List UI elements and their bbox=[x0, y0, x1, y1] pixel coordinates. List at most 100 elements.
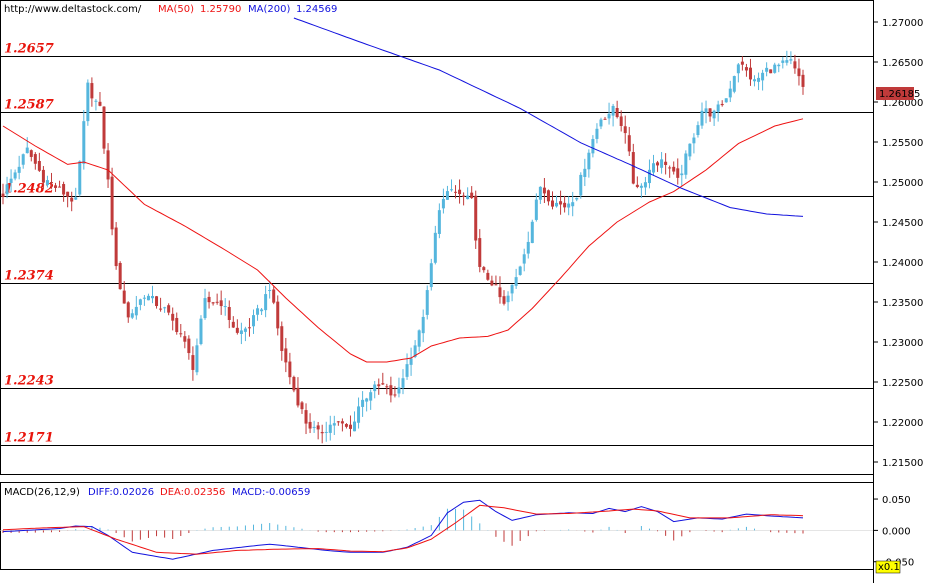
candle-body bbox=[692, 137, 696, 144]
candle-body bbox=[215, 301, 219, 303]
candle-body bbox=[656, 162, 660, 166]
candle-body bbox=[393, 394, 397, 396]
candle-body bbox=[785, 60, 789, 63]
candle-body bbox=[611, 105, 615, 116]
candle-body bbox=[538, 186, 542, 200]
candle-body bbox=[33, 154, 37, 164]
candle-body bbox=[571, 202, 575, 207]
price-tick-label: 1.26000 bbox=[882, 98, 923, 109]
candle-body bbox=[276, 301, 280, 329]
candle-body bbox=[575, 197, 579, 200]
candle-body bbox=[9, 178, 13, 183]
candle-body bbox=[740, 61, 744, 65]
candle-body bbox=[676, 168, 680, 178]
candle-body bbox=[425, 290, 429, 315]
candle-body bbox=[340, 421, 344, 424]
candle-body bbox=[304, 410, 308, 424]
candle-body bbox=[555, 202, 559, 207]
ma200-label: MA(200) bbox=[248, 4, 290, 15]
candle-body bbox=[587, 152, 591, 170]
candle-body bbox=[429, 263, 433, 288]
candle-body bbox=[748, 67, 752, 80]
candle-body bbox=[563, 202, 567, 208]
candle-body bbox=[66, 191, 70, 197]
price-panel-frame bbox=[0, 0, 874, 475]
candle-body bbox=[389, 385, 393, 396]
candle-body bbox=[627, 135, 631, 152]
candle-body bbox=[700, 110, 704, 126]
candle-body bbox=[203, 298, 207, 319]
candle-body bbox=[373, 384, 377, 392]
candle-body bbox=[579, 174, 583, 196]
candle-body bbox=[243, 328, 247, 332]
candle-body bbox=[130, 313, 134, 318]
price-tick-label: 1.23500 bbox=[882, 298, 923, 309]
candle-body bbox=[312, 426, 316, 428]
candle-body bbox=[195, 345, 199, 373]
candle-body bbox=[542, 187, 546, 194]
candle-body bbox=[753, 79, 757, 82]
candle-body bbox=[324, 431, 328, 433]
candle-body bbox=[29, 150, 33, 157]
candle-body bbox=[643, 182, 647, 188]
price-tick-label: 1.25500 bbox=[882, 138, 923, 149]
ma200-value: 1.24569 bbox=[296, 4, 337, 15]
candle-body bbox=[462, 195, 466, 197]
candle-body bbox=[94, 100, 98, 102]
candle-body bbox=[680, 173, 684, 176]
candle-body bbox=[413, 345, 417, 357]
candle-body bbox=[385, 386, 389, 388]
candle-body bbox=[292, 376, 296, 391]
candle-body bbox=[793, 61, 797, 69]
candle-body bbox=[591, 139, 595, 154]
level-label: 1.2374 bbox=[4, 269, 54, 284]
candle-body bbox=[62, 184, 66, 195]
level-label: 1.2657 bbox=[4, 42, 54, 57]
candle-body bbox=[268, 290, 272, 292]
candle-body bbox=[449, 189, 453, 191]
candle-body bbox=[231, 321, 235, 328]
candle-body bbox=[155, 296, 159, 307]
candle-body bbox=[445, 191, 449, 200]
candle-body bbox=[744, 67, 748, 71]
level-label: 1.2482 bbox=[4, 182, 54, 197]
candle-body bbox=[78, 161, 82, 195]
candle-body bbox=[716, 104, 720, 112]
candle-body bbox=[219, 300, 223, 307]
candle-body bbox=[720, 103, 724, 106]
candle-body bbox=[417, 330, 421, 347]
candle-body bbox=[672, 166, 676, 172]
candle-body bbox=[595, 128, 599, 139]
candle-body bbox=[478, 238, 482, 267]
candle-body bbox=[623, 126, 627, 134]
candle-body bbox=[684, 153, 688, 175]
candle-body bbox=[765, 67, 769, 72]
candle-body bbox=[252, 315, 256, 327]
candle-body bbox=[546, 190, 550, 202]
candle-body bbox=[498, 287, 502, 298]
candle-body bbox=[401, 378, 405, 388]
candle-body bbox=[17, 166, 21, 173]
candle-body bbox=[801, 74, 805, 87]
candle-body bbox=[260, 309, 264, 312]
candle-body bbox=[175, 317, 179, 333]
candle-body bbox=[474, 195, 478, 241]
candle-body bbox=[134, 306, 138, 316]
scale-tag: x0.1 bbox=[878, 562, 900, 573]
candle-body bbox=[171, 313, 175, 321]
candle-body bbox=[82, 121, 86, 164]
candle-body bbox=[223, 306, 227, 308]
candle-body bbox=[510, 284, 514, 294]
level-label: 1.2171 bbox=[4, 431, 54, 446]
ma50-label: MA(50) bbox=[158, 4, 194, 15]
candle-body bbox=[187, 338, 191, 354]
candle-body bbox=[13, 172, 17, 179]
candle-body bbox=[421, 316, 425, 334]
candle-body bbox=[102, 106, 106, 149]
candle-body bbox=[409, 358, 413, 365]
candle-body bbox=[615, 108, 619, 118]
candle-body bbox=[353, 421, 357, 432]
price-tick-label: 1.26500 bbox=[882, 58, 923, 69]
candle-body bbox=[280, 326, 284, 351]
